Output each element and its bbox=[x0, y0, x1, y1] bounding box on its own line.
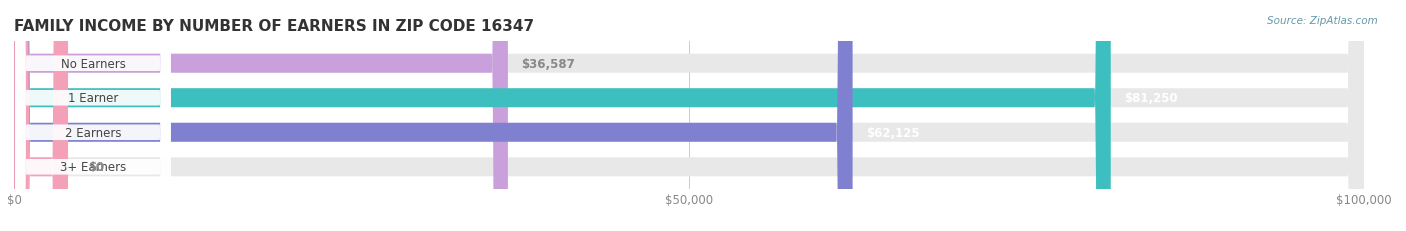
Text: $81,250: $81,250 bbox=[1125, 92, 1178, 105]
Text: FAMILY INCOME BY NUMBER OF EARNERS IN ZIP CODE 16347: FAMILY INCOME BY NUMBER OF EARNERS IN ZI… bbox=[14, 18, 534, 33]
FancyBboxPatch shape bbox=[14, 0, 1111, 231]
Text: $0: $0 bbox=[89, 161, 104, 173]
Text: $36,587: $36,587 bbox=[522, 58, 575, 70]
Text: Source: ZipAtlas.com: Source: ZipAtlas.com bbox=[1267, 16, 1378, 26]
FancyBboxPatch shape bbox=[14, 0, 1364, 231]
Text: $62,125: $62,125 bbox=[866, 126, 920, 139]
FancyBboxPatch shape bbox=[15, 0, 170, 231]
Text: 2 Earners: 2 Earners bbox=[65, 126, 121, 139]
FancyBboxPatch shape bbox=[14, 0, 508, 231]
Text: 3+ Earners: 3+ Earners bbox=[60, 161, 127, 173]
FancyBboxPatch shape bbox=[15, 0, 170, 231]
FancyBboxPatch shape bbox=[15, 0, 170, 231]
FancyBboxPatch shape bbox=[14, 0, 1364, 231]
FancyBboxPatch shape bbox=[14, 0, 1364, 231]
FancyBboxPatch shape bbox=[14, 0, 1364, 231]
Text: No Earners: No Earners bbox=[60, 58, 125, 70]
FancyBboxPatch shape bbox=[15, 0, 170, 231]
FancyBboxPatch shape bbox=[14, 0, 67, 231]
FancyBboxPatch shape bbox=[14, 0, 852, 231]
Text: 1 Earner: 1 Earner bbox=[67, 92, 118, 105]
